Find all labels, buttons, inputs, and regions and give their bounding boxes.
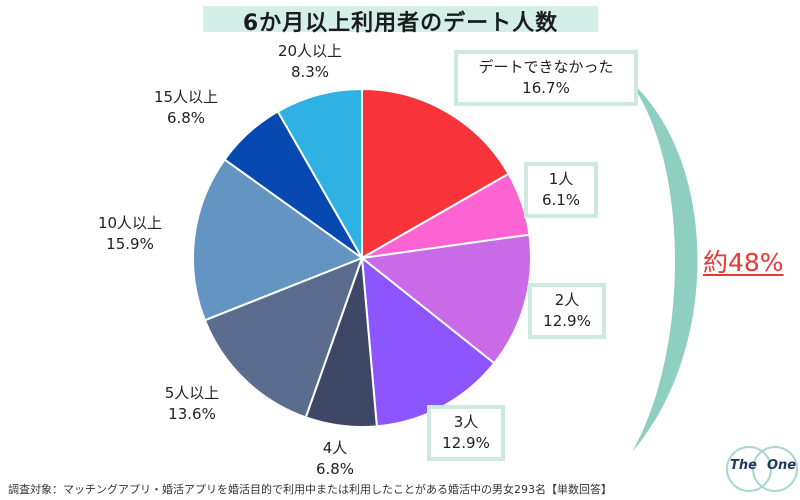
slice-label-name: 15人以上 xyxy=(153,88,219,106)
title-highlight xyxy=(203,6,598,32)
slice-label-name: 3人 xyxy=(453,413,479,431)
logo-ring-right xyxy=(752,446,798,492)
slice-label-name: 4人 xyxy=(322,439,348,457)
slice-label-name: 10人以上 xyxy=(97,214,163,232)
slice-label-value: 6.1% xyxy=(541,191,581,209)
summary-bracket xyxy=(628,79,698,452)
pie-slice-0 xyxy=(361,87,510,260)
slice-label-value: 15.9% xyxy=(106,235,154,253)
slice-label-value: 12.9% xyxy=(543,312,591,330)
slice-label-7: 15人以上 6.8% xyxy=(140,87,232,129)
slice-label-3: 3人 12.9% xyxy=(427,405,505,461)
pie-slice-6 xyxy=(192,158,365,322)
slice-label-value: 8.3% xyxy=(290,63,330,81)
slice-label-5: 5人以上 13.6% xyxy=(147,383,237,425)
survey-footnote: 調査対象：マッチングアプリ・婚活アプリを婚活目的で利用中または利用したことがある… xyxy=(8,483,612,496)
brand-logo: The One xyxy=(724,444,798,492)
chart-title: 6か月以上利用者のデート人数 xyxy=(242,11,559,36)
slice-label-0: デートできなかった 16.7% xyxy=(454,50,638,106)
slice-label-6: 10人以上 15.9% xyxy=(82,213,178,255)
pie-slice-2 xyxy=(359,233,532,365)
slice-label-value: 13.6% xyxy=(168,405,216,423)
pie-slice-8 xyxy=(276,87,363,262)
slice-label-value: 12.9% xyxy=(442,434,490,452)
pie-slice-5 xyxy=(203,256,364,419)
slice-label-value: 16.7% xyxy=(522,79,570,97)
logo-text-right: One xyxy=(767,458,797,473)
slice-label-4: 4人 6.8% xyxy=(305,438,365,480)
slice-label-name: デートできなかった xyxy=(478,58,614,76)
slice-label-1: 1人 6.1% xyxy=(524,162,598,218)
slice-label-name: 20人以上 xyxy=(277,42,343,60)
slice-label-8: 20人以上 8.3% xyxy=(262,41,358,83)
logo-text-left: The xyxy=(730,458,757,473)
slice-label-value: 6.8% xyxy=(166,109,206,127)
slice-label-name: 1人 xyxy=(548,170,574,188)
slice-label-name: 5人以上 xyxy=(164,384,220,402)
slice-label-2: 2人 12.9% xyxy=(528,283,606,339)
slice-label-value: 6.8% xyxy=(315,460,355,478)
summary-percentage: 約48% xyxy=(703,248,784,277)
slice-label-name: 2人 xyxy=(554,291,580,309)
